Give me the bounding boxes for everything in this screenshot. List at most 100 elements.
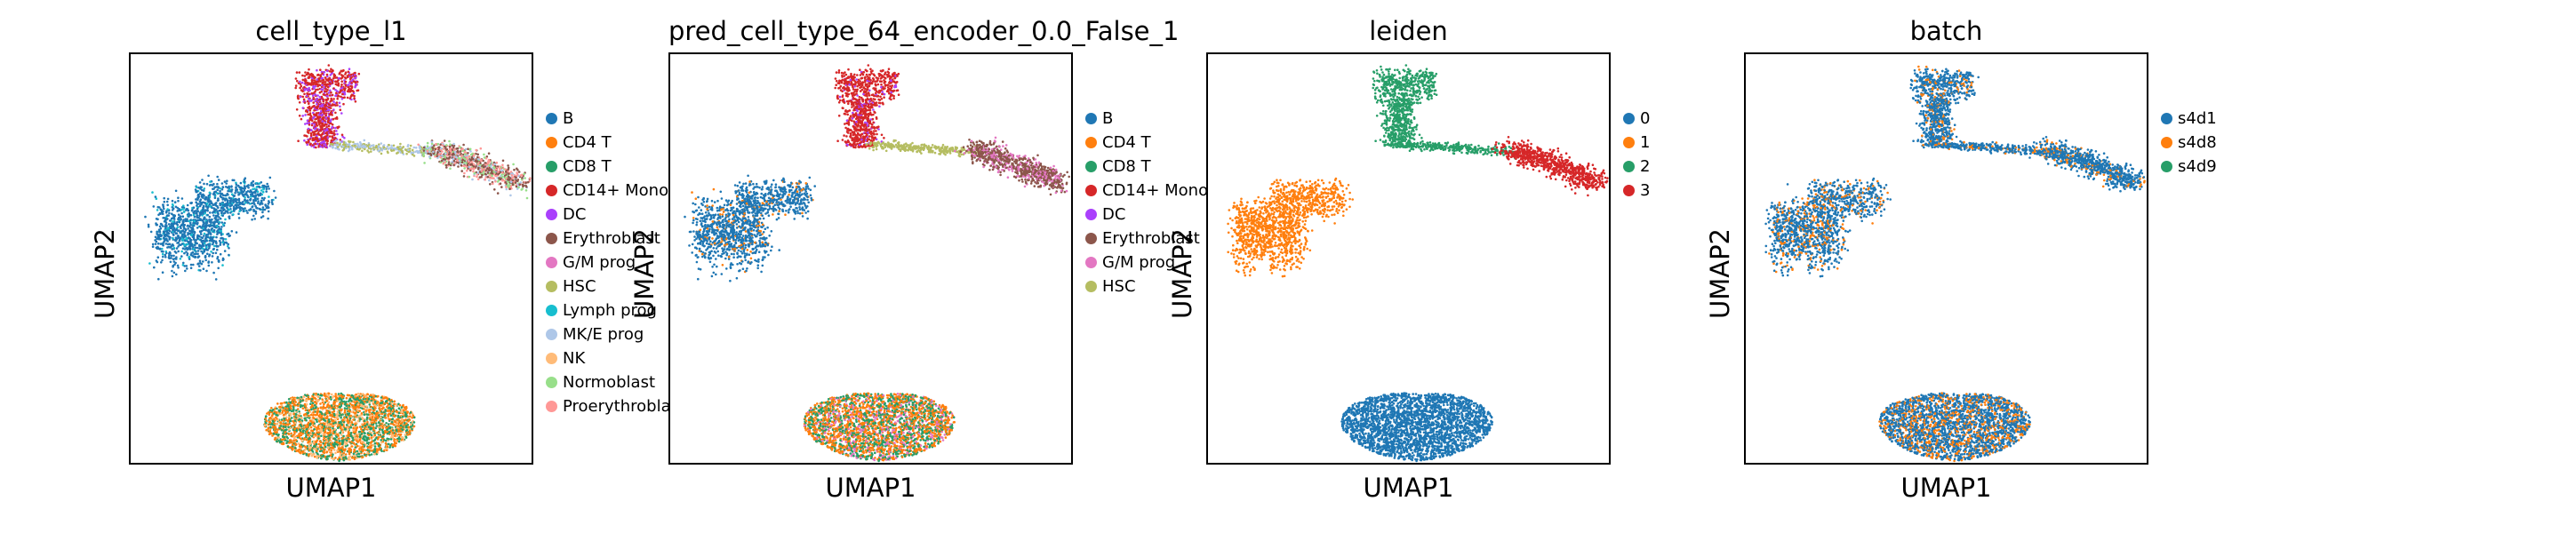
data-point [205, 202, 209, 205]
data-point [216, 229, 219, 233]
data-point [199, 198, 203, 201]
data-point [257, 202, 260, 204]
data-point [204, 256, 207, 259]
data-point [210, 228, 213, 231]
data-point [219, 242, 222, 244]
data-point [274, 196, 277, 199]
data-point [182, 211, 186, 213]
data-point [201, 251, 204, 255]
data-point [261, 211, 264, 214]
data-point [245, 210, 248, 212]
data-point [219, 239, 221, 243]
data-point [252, 199, 255, 202]
data-point [202, 267, 205, 270]
data-point [266, 182, 268, 186]
data-point [273, 189, 276, 193]
data-point [161, 259, 164, 262]
data-point [212, 211, 214, 214]
data-point [183, 230, 187, 234]
data-point [179, 231, 181, 234]
data-point [195, 201, 197, 203]
data-point [254, 212, 258, 215]
data-point [183, 234, 186, 236]
data-point [214, 251, 218, 255]
data-point [198, 265, 201, 267]
chart-title: cell_type_l1 [129, 16, 533, 46]
data-point [215, 235, 218, 239]
data-point [179, 209, 181, 211]
data-point [158, 225, 162, 228]
data-point [156, 209, 159, 211]
data-point [182, 261, 185, 265]
data-point [223, 180, 227, 183]
data-point [174, 205, 178, 209]
data-point [160, 209, 164, 211]
data-point [267, 210, 270, 213]
data-point [181, 233, 184, 235]
data-point [166, 227, 170, 230]
data-point [197, 203, 201, 205]
data-point [172, 220, 175, 223]
data-point [156, 256, 160, 259]
data-point [154, 235, 157, 239]
data-point [196, 194, 200, 197]
data-point [219, 217, 222, 220]
data-point [178, 239, 181, 243]
data-point [256, 190, 260, 193]
data-point [207, 224, 210, 227]
data-point [213, 224, 216, 227]
data-point [192, 263, 195, 266]
data-point [190, 251, 193, 255]
data-point [215, 186, 219, 188]
data-point [180, 250, 183, 253]
data-point [160, 261, 163, 264]
data-point [203, 187, 206, 190]
data-point [162, 217, 164, 219]
plot-area [129, 52, 533, 465]
point-cluster-b-blob [144, 174, 277, 281]
data-point [196, 223, 199, 226]
data-point [170, 257, 172, 259]
data-point [201, 247, 204, 251]
data-point [213, 207, 216, 211]
data-point [221, 241, 224, 244]
data-point [172, 246, 176, 250]
data-point [202, 211, 204, 214]
data-point [147, 223, 150, 227]
data-point [148, 262, 151, 265]
data-point [156, 234, 160, 237]
data-point [202, 208, 204, 211]
data-point [222, 211, 226, 215]
data-point [215, 245, 219, 248]
data-point [240, 202, 243, 205]
data-point [267, 205, 269, 208]
data-point [227, 243, 229, 246]
data-point [196, 203, 199, 205]
data-point [213, 210, 217, 212]
data-point [225, 182, 228, 185]
data-point [173, 263, 176, 266]
data-point [229, 197, 233, 201]
data-point [205, 182, 209, 186]
data-point [199, 261, 202, 265]
data-point [192, 211, 196, 214]
data-point [182, 204, 185, 207]
data-point [189, 263, 193, 266]
data-point [164, 243, 168, 245]
data-point [164, 218, 167, 220]
data-point [252, 214, 255, 218]
data-point [218, 216, 220, 219]
data-point [242, 201, 244, 203]
data-point [185, 265, 188, 267]
data-point [204, 234, 208, 237]
data-point [186, 203, 189, 207]
data-point [204, 197, 206, 201]
data-point [159, 243, 163, 245]
data-point [227, 244, 229, 248]
data-point [173, 201, 177, 203]
data-point [201, 219, 204, 222]
data-point [247, 184, 250, 187]
data-point [165, 200, 169, 203]
data-point [177, 218, 180, 220]
data-point [219, 189, 221, 193]
